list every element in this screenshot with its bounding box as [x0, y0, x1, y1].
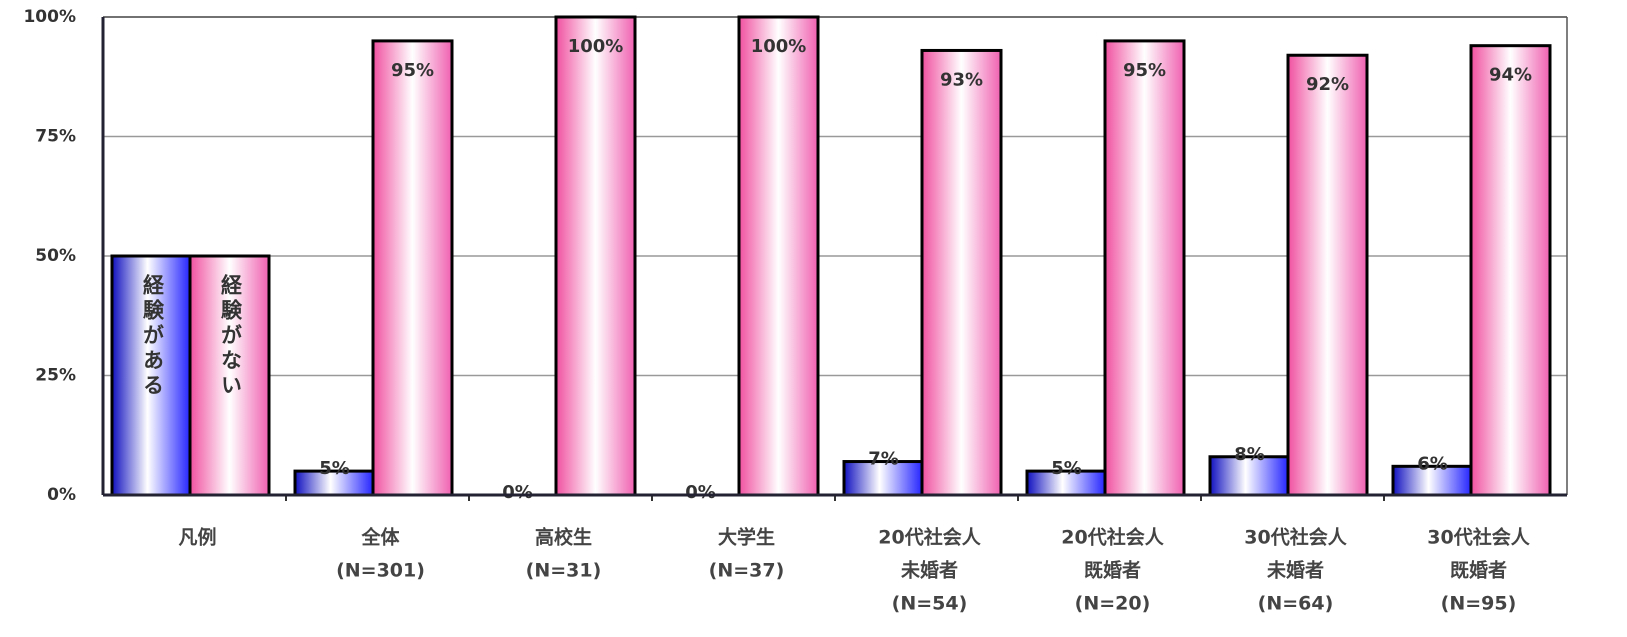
data-label: 100%: [751, 36, 807, 57]
bar: [1391, 464, 1474, 497]
data-label: 6%: [1417, 453, 1448, 474]
x-tick-label: 30代社会人: [1244, 526, 1347, 549]
x-tick-label: 20代社会人: [1061, 526, 1164, 549]
data-label: 95%: [1123, 60, 1166, 81]
x-tick-label: 既婚者: [1450, 559, 1507, 582]
x-tick-label: 30代社会人: [1427, 526, 1530, 549]
bar: [1469, 44, 1552, 497]
data-label: 93%: [940, 69, 983, 90]
data-label: 0%: [685, 482, 716, 503]
x-tick-label: (N=95): [1441, 593, 1517, 615]
bar: [920, 48, 1003, 497]
data-label: 5%: [1051, 458, 1082, 479]
x-tick-label: 20代社会人: [878, 526, 981, 549]
x-tick-label: (N=37): [709, 560, 785, 582]
x-tick-label: 未婚者: [900, 559, 958, 582]
data-label: 5%: [319, 458, 350, 479]
legend-label: 経験がない: [219, 273, 243, 399]
x-tick-label: (N=64): [1258, 593, 1334, 615]
y-tick-label: 100%: [23, 7, 76, 27]
bar: [371, 39, 454, 497]
data-label: 8%: [1234, 444, 1265, 465]
bar: [1103, 39, 1186, 497]
x-tick-label: 既婚者: [1084, 559, 1141, 582]
y-tick-label: 0%: [47, 485, 76, 505]
x-tick-label: 全体: [360, 526, 400, 549]
x-tick-label: 高校生: [535, 526, 592, 549]
bar: [110, 254, 193, 497]
y-tick-label: 25%: [35, 366, 76, 386]
x-tick-label: (N=31): [526, 560, 602, 582]
data-label: 94%: [1489, 65, 1532, 86]
data-label: 7%: [868, 449, 899, 470]
y-tick-label: 50%: [35, 246, 76, 266]
x-tick-label: 凡例: [178, 526, 216, 549]
bar: [737, 15, 820, 497]
x-tick-label: 大学生: [718, 526, 775, 549]
y-tick-label: 75%: [35, 127, 76, 147]
x-tick-label: (N=20): [1075, 593, 1151, 615]
bar: [842, 460, 925, 497]
x-tick-label: 未婚者: [1266, 559, 1324, 582]
data-label: 0%: [502, 482, 533, 503]
data-label: 95%: [391, 60, 434, 81]
x-tick-label: (N=54): [892, 593, 968, 615]
x-tick-label: (N=301): [336, 560, 425, 582]
data-label: 92%: [1306, 74, 1349, 95]
data-label: 100%: [568, 36, 624, 57]
legend-label: 経験がある: [141, 273, 165, 399]
bar: [1286, 53, 1369, 497]
bar: [554, 15, 637, 497]
